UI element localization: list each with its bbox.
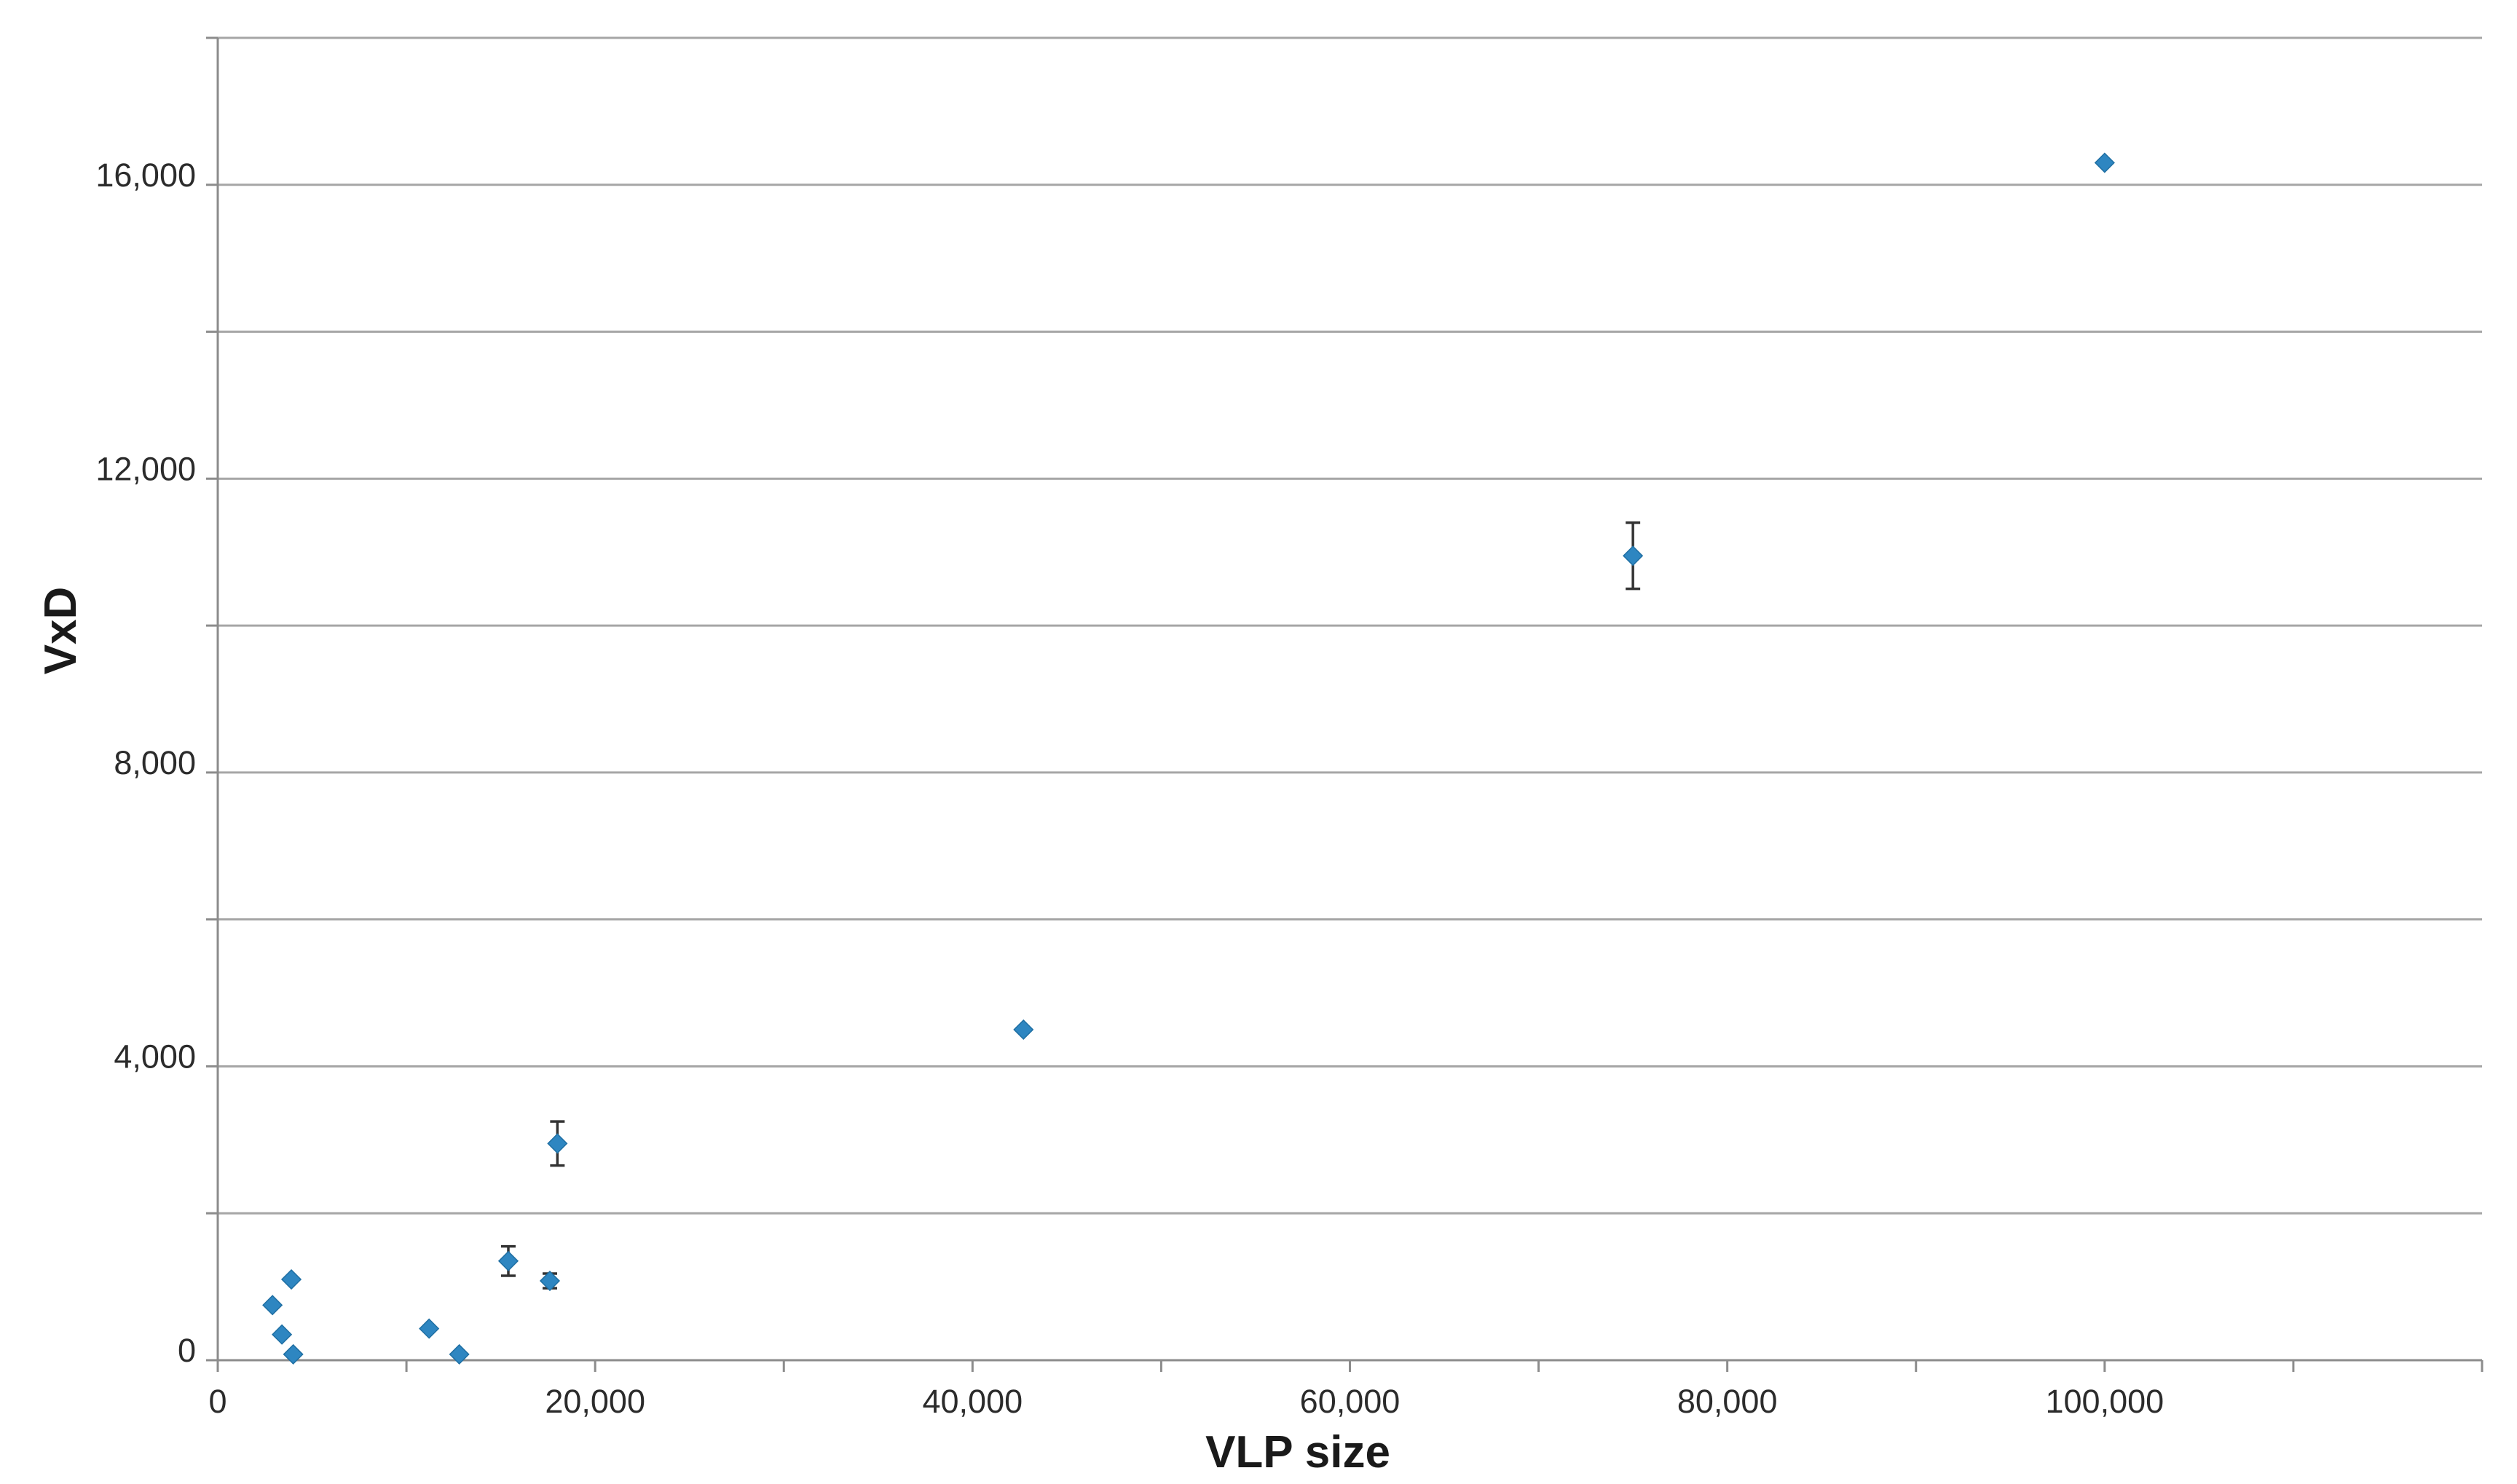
data-point	[497, 1250, 519, 1271]
x-tick-label: 80,000	[1677, 1383, 1778, 1420]
gridlines	[218, 36, 2482, 1215]
x-tick-label: 40,000	[923, 1383, 1023, 1420]
x-tick-label: 100,000	[2045, 1383, 2164, 1420]
data-point	[283, 1343, 304, 1365]
x-tick-label: 20,000	[545, 1383, 645, 1420]
y-tick-label: 12,000	[95, 450, 196, 487]
y-tick-label: 8,000	[114, 744, 196, 781]
data-point	[419, 1318, 440, 1339]
data-point	[1623, 545, 1644, 567]
data-point	[539, 1270, 561, 1292]
x-tick-label: 60,000	[1300, 1383, 1401, 1420]
y-tick-label: 16,000	[95, 157, 196, 194]
x-axis-title: VLP size	[1205, 1427, 1390, 1477]
data-point	[1013, 1019, 1034, 1041]
x-tick-label: 0	[208, 1383, 227, 1420]
data-point	[280, 1268, 302, 1290]
data-point	[2094, 152, 2115, 173]
data-point	[272, 1324, 293, 1345]
data-point	[262, 1295, 283, 1316]
axes	[206, 36, 2483, 1372]
y-axis-title: VxD	[36, 587, 86, 675]
data-point	[547, 1133, 568, 1154]
y-tick-label: 4,000	[114, 1038, 196, 1075]
tick-labels: 0 20,000 40,000 60,000 80,000 100,000 0 4,000 8,…	[95, 157, 2164, 1420]
y-tick-label: 0	[178, 1332, 196, 1369]
data-points	[262, 152, 2115, 1365]
data-point	[449, 1343, 470, 1365]
